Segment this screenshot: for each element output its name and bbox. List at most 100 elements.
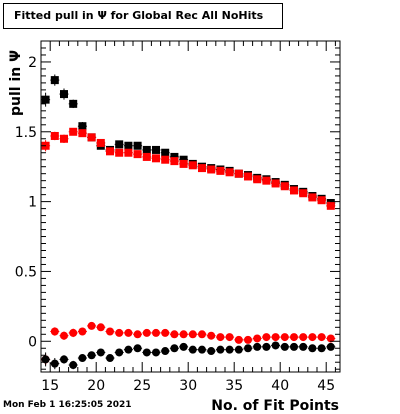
circle-marker (170, 330, 179, 339)
square-marker (198, 164, 206, 173)
square-marker (133, 150, 142, 159)
circle-marker (271, 333, 280, 342)
circle-marker (152, 328, 160, 337)
circle-marker (290, 333, 298, 342)
circle-marker (244, 344, 252, 353)
circle-marker (161, 347, 170, 356)
square-marker (133, 141, 142, 150)
square-marker (50, 76, 59, 85)
circle-marker (234, 345, 243, 354)
circle-marker (253, 342, 262, 351)
circle-marker (50, 327, 59, 336)
square-marker (142, 152, 151, 161)
circle-marker (96, 323, 105, 332)
circle-marker (280, 333, 289, 342)
square-marker (299, 189, 308, 198)
square-marker (115, 140, 124, 149)
square-marker (179, 159, 188, 168)
square-marker (207, 165, 216, 174)
square-marker (216, 166, 225, 175)
square-marker (69, 99, 78, 108)
square-marker (87, 133, 96, 142)
y-tick-label: 2 (28, 55, 37, 71)
square-marker (106, 147, 114, 156)
circle-marker (115, 328, 124, 337)
circle-marker (142, 328, 151, 337)
x-tick-label: 15 (41, 378, 59, 394)
y-tick-label: 1.5 (15, 125, 37, 141)
square-marker (124, 141, 133, 150)
circle-marker (69, 361, 78, 370)
square-marker (161, 148, 170, 157)
circle-marker (244, 335, 252, 344)
square-marker (244, 172, 252, 181)
circle-marker (142, 348, 151, 357)
circle-marker (179, 342, 188, 351)
circle-marker (60, 331, 68, 340)
circle-marker (225, 333, 234, 342)
circle-marker (308, 333, 317, 342)
x-tick-label: 30 (179, 378, 197, 394)
circle-marker (87, 321, 96, 330)
square-marker (234, 169, 243, 178)
square-marker (170, 152, 179, 161)
circle-marker (188, 345, 197, 354)
x-tick-label: 45 (317, 378, 335, 394)
square-marker (170, 157, 179, 166)
square-marker (308, 193, 317, 202)
circle-marker (262, 333, 271, 342)
circle-marker (133, 330, 142, 339)
y-tick-label: 0.5 (15, 264, 37, 280)
x-tick-label: 25 (133, 378, 151, 394)
square-marker (124, 148, 133, 157)
circle-marker (317, 344, 326, 353)
circle-marker (124, 328, 133, 337)
square-marker (152, 145, 160, 154)
circle-marker (124, 345, 133, 354)
circle-marker (299, 333, 308, 342)
circle-marker (41, 355, 50, 364)
circle-marker (115, 348, 124, 357)
series-4 (41, 341, 336, 370)
circle-marker (216, 345, 225, 354)
circle-marker (299, 342, 308, 351)
circle-marker (290, 342, 298, 351)
y-axis-label: pull in Ψ (8, 50, 24, 116)
circle-marker (161, 328, 170, 337)
plot-frame (40, 40, 341, 373)
square-marker (142, 145, 151, 154)
circle-marker (317, 333, 326, 342)
square-marker (161, 155, 170, 164)
square-marker (326, 201, 335, 210)
square-marker (262, 176, 271, 185)
square-marker (253, 175, 262, 184)
circle-marker (225, 345, 234, 354)
square-marker (78, 129, 87, 138)
square-marker (179, 155, 188, 164)
circle-marker (78, 327, 87, 336)
circle-marker (106, 354, 114, 363)
timestamp: Mon Feb 1 16:25:05 2021 (3, 400, 132, 410)
circle-marker (198, 345, 206, 354)
x-axis-label: No. of Fit Points (211, 398, 339, 414)
square-marker (60, 134, 68, 143)
circle-marker (207, 347, 216, 356)
circle-marker (96, 348, 105, 357)
square-marker (271, 179, 280, 188)
square-marker (290, 186, 298, 195)
square-marker (96, 138, 105, 147)
x-tick-label: 35 (225, 378, 243, 394)
circle-marker (198, 330, 206, 339)
circle-marker (207, 331, 216, 340)
series-2 (41, 127, 336, 210)
square-marker (69, 127, 78, 136)
square-marker (152, 154, 160, 163)
square-marker (115, 148, 124, 157)
square-marker (188, 161, 197, 170)
y-tick-label: 0 (28, 334, 37, 350)
circle-marker (308, 344, 317, 353)
axis-ticks: 15 20 25 30 35 40 45 0 0.5 1 1.5 2 (15, 41, 340, 394)
square-marker (78, 122, 87, 131)
circle-marker (179, 330, 188, 339)
y-tick-label: 1 (28, 195, 37, 211)
